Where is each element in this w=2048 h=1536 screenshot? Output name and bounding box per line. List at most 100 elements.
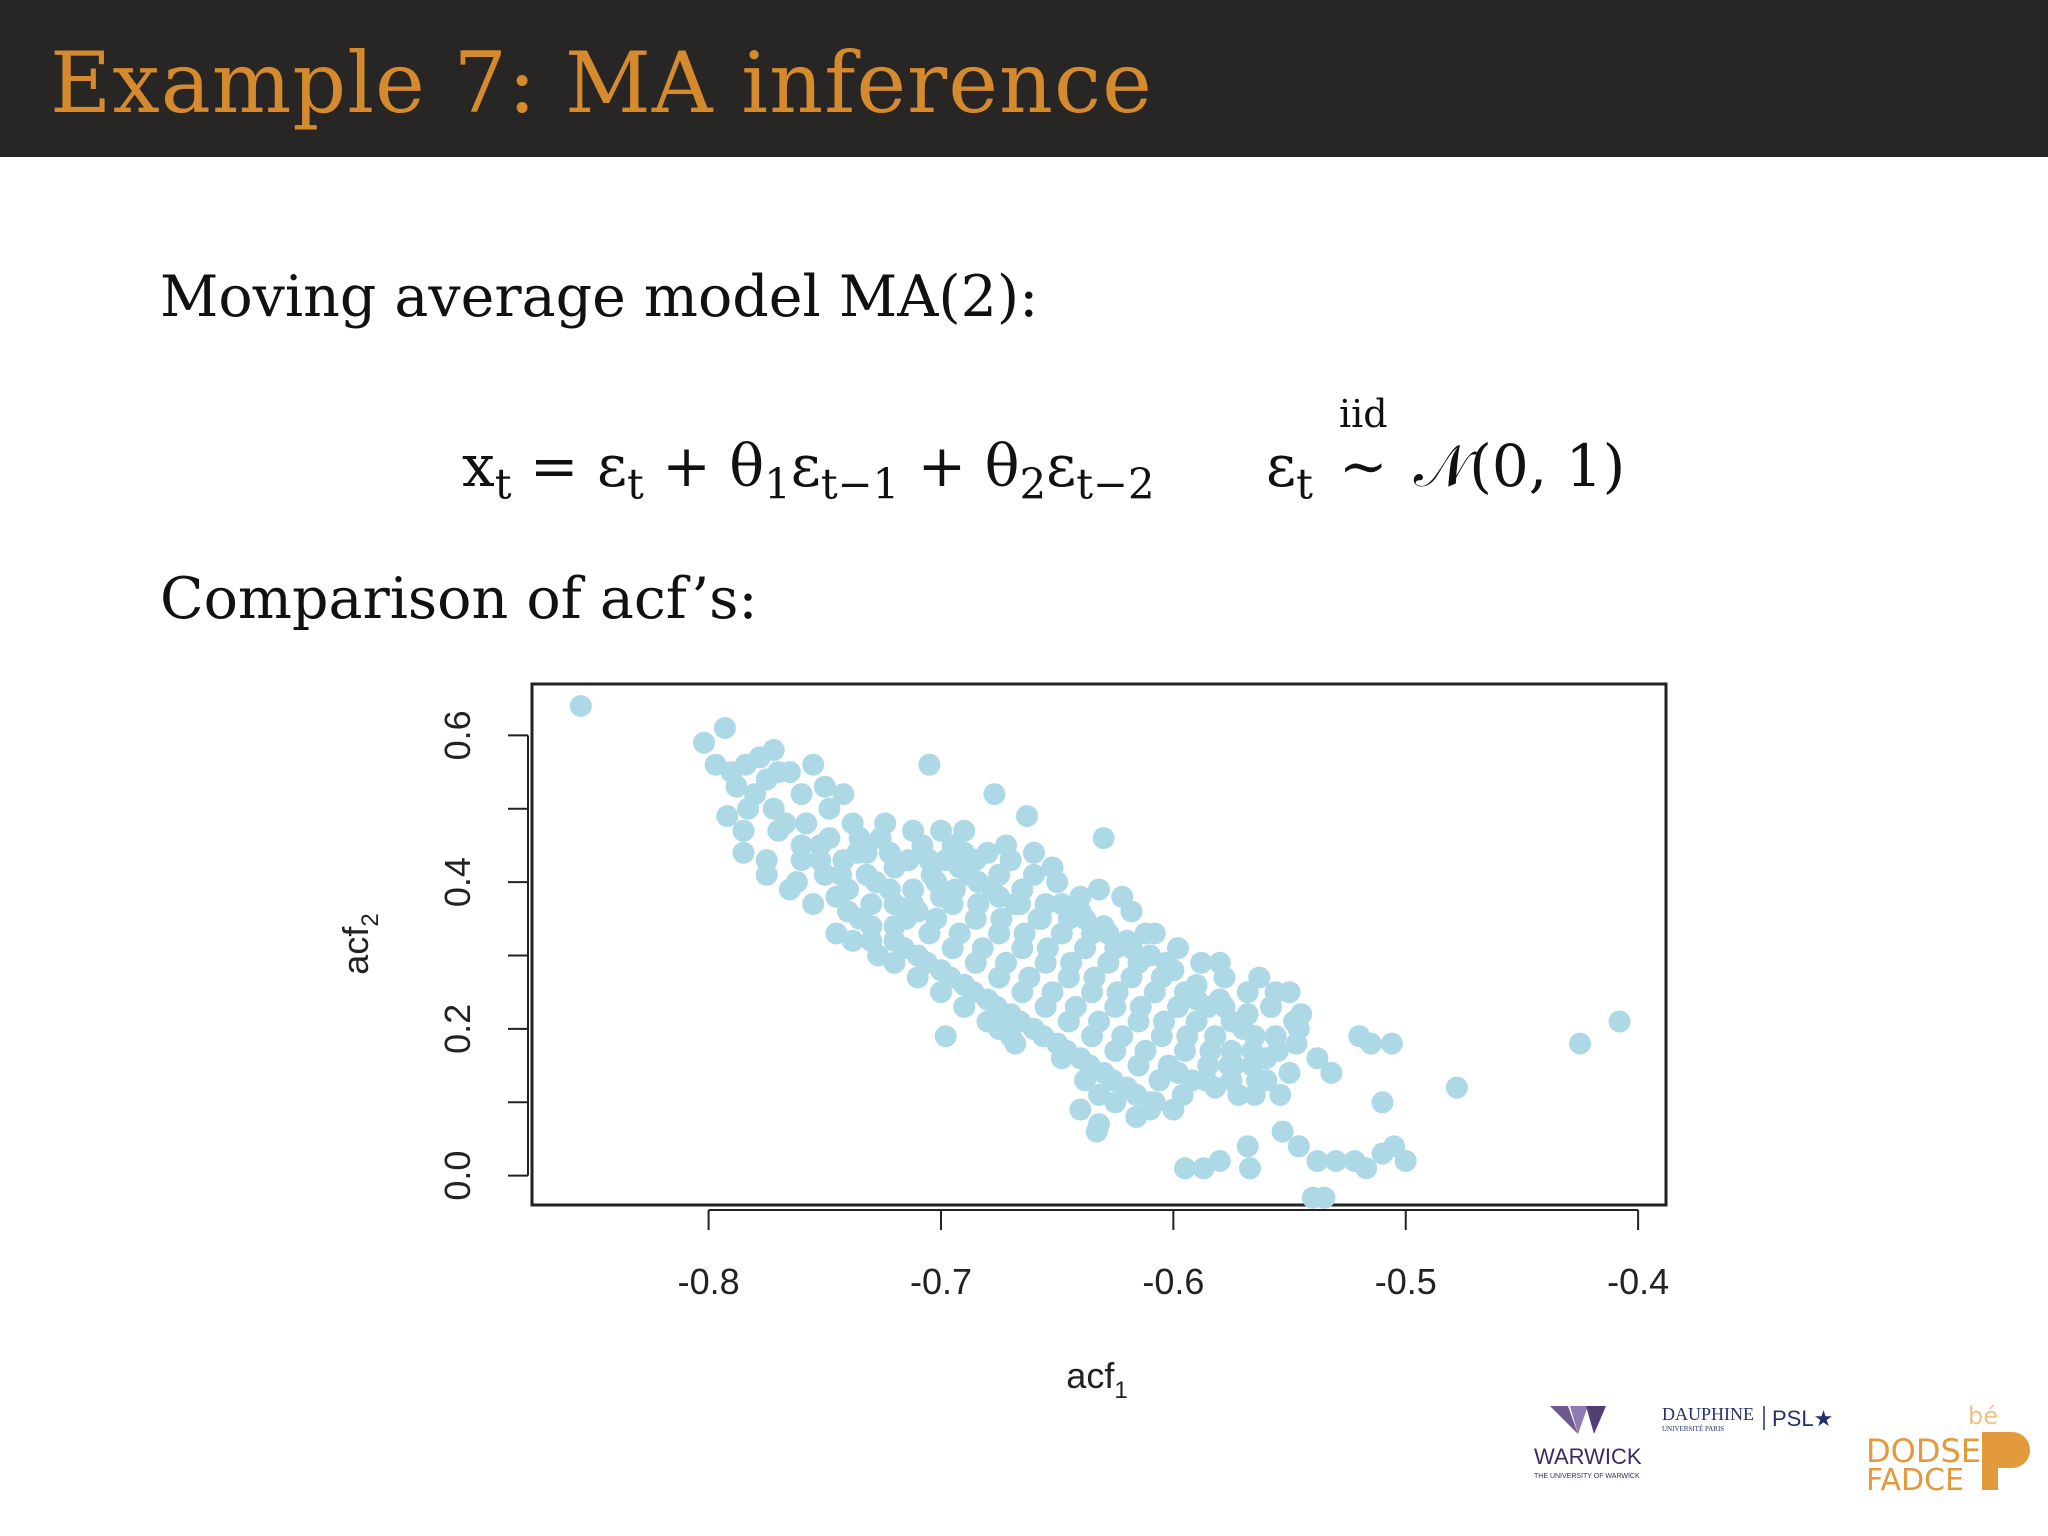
scatter-point-281	[1143, 922, 1166, 945]
scatter-point-12	[832, 783, 855, 806]
scatter-point-238	[1032, 1025, 1055, 1048]
pfarce-p-mark	[1982, 1432, 2030, 1490]
scatter-point-266	[767, 761, 790, 784]
scatter-point-157	[1034, 995, 1057, 1018]
scatter-point-11	[1092, 827, 1115, 850]
eq-term-2: + θ	[643, 432, 765, 500]
scatter-point-261	[755, 863, 778, 886]
scatter-point-221	[1232, 1017, 1255, 1040]
y-tick-label-2: 0.4	[437, 857, 478, 907]
scatter-point-9	[983, 783, 1006, 806]
eq-term-5: ε	[1046, 432, 1077, 500]
scatter-point-21	[934, 1025, 957, 1048]
scatter-point-188	[790, 849, 813, 872]
scatter-point-227	[953, 841, 976, 864]
scatter-point-193	[813, 775, 836, 798]
scatter-point-0	[569, 695, 592, 717]
scatter-point-187	[813, 863, 836, 886]
scatter-point-226	[976, 841, 999, 864]
dauphine-logo: DAUPHINE UNIVERSITÉ PARIS PSL★	[1662, 1404, 1833, 1433]
scatter-point-260	[778, 878, 801, 901]
scatter-point-71	[1022, 841, 1045, 864]
scatter-point-8	[918, 753, 941, 776]
scatter-point-48	[1359, 1032, 1382, 1055]
eq-term-2-sub: 1	[764, 459, 791, 509]
scatter-point-160	[1104, 1039, 1127, 1062]
y-tick-label-0: 0.0	[437, 1151, 478, 1201]
noise-sub: t	[1296, 459, 1313, 509]
scatter-point-228	[930, 885, 952, 908]
plot-frame	[530, 682, 1668, 1207]
scatter-point-33	[1236, 1135, 1259, 1158]
scatter-point-213	[1046, 871, 1069, 894]
scatter-point-201	[1013, 922, 1036, 945]
scatter-point-54	[1248, 966, 1271, 989]
x-tick-label-4: -0.4	[1607, 1261, 1669, 1302]
scatter-point-121	[855, 863, 878, 886]
scatter-point-83	[818, 797, 841, 820]
warwick-logo: WARWICK THE UNIVERSITY OF WARWICK	[1534, 1406, 1642, 1480]
scatter-point-209	[1199, 1039, 1222, 1062]
y-tick-label-1: 0.2	[437, 1004, 478, 1054]
scatter-point-42	[1355, 1157, 1378, 1180]
scatter-point-59	[1320, 1061, 1343, 1084]
psl-name: PSL★	[1772, 1406, 1833, 1431]
scatter-point-248	[1264, 1025, 1287, 1048]
scatter-point-200	[990, 907, 1013, 930]
scatter-point-202	[1036, 937, 1059, 960]
scatter-point-256	[883, 893, 906, 916]
scatter-point-242	[1125, 1083, 1148, 1106]
scatter-point-273	[957, 863, 980, 886]
scatter-point-153	[941, 937, 964, 960]
scatter-point-212	[1269, 1083, 1292, 1106]
scatter-point-56	[1278, 981, 1301, 1004]
eq-term-4: + θ	[899, 432, 1020, 500]
x-axis-label-main: acf	[1066, 1355, 1115, 1396]
scatter-point-268	[818, 827, 841, 850]
scatter-point-239	[1055, 1039, 1078, 1062]
scatter-point-247	[1241, 1039, 1264, 1062]
scatter-point-205	[1106, 981, 1129, 1004]
institution-logos: WARWICK THE UNIVERSITY OF WARWICK DAUPHI…	[1534, 1402, 2030, 1498]
dauphine-subtitle: UNIVERSITÉ PARIS	[1662, 1425, 1724, 1433]
scatter-point-7	[802, 753, 825, 776]
eq-term-1-sub: t	[627, 459, 644, 509]
y-axis-label-sub: 2	[357, 913, 384, 926]
noise-symbol: ε	[1266, 432, 1297, 500]
noise-equation: εt iid ∼ 𝒩(0, 1)	[1266, 392, 1625, 509]
scatter-point-217	[1139, 944, 1162, 967]
scatter-point-275	[1004, 893, 1027, 916]
slide-title: Example 7: MA inference	[50, 34, 1153, 132]
y-axis-label: acf2	[335, 913, 384, 974]
scatter-point-251	[1088, 1113, 1110, 1136]
points-layer	[569, 695, 1631, 1209]
scatter-point-35	[1271, 1120, 1294, 1143]
scatter-point-34	[1239, 1157, 1261, 1180]
x-axis-label: acf1	[1066, 1355, 1127, 1404]
scatter-point-272	[934, 849, 957, 872]
scatter-point-10	[1016, 805, 1038, 828]
scatter-point-255	[1167, 1061, 1189, 1084]
pfarce-bottom-text: FADCE	[1866, 1463, 1964, 1498]
iid-relation: iid ∼	[1331, 392, 1395, 500]
scatter-point-36	[1287, 1135, 1310, 1158]
scatter-point-159	[1081, 1025, 1103, 1048]
scatter-point-189	[767, 819, 790, 842]
scatter-point-161	[1127, 1054, 1150, 1077]
scatter-point-30	[1174, 1157, 1196, 1180]
scatter-point-280	[1120, 937, 1143, 960]
scatter-point-225	[999, 849, 1022, 872]
scatter-point-218	[1162, 959, 1185, 982]
scatter-point-58	[1306, 1047, 1329, 1070]
scatter-point-158	[1057, 1010, 1080, 1033]
scatter-point-253	[1125, 1105, 1148, 1128]
iid-label: iid	[1338, 392, 1388, 436]
scatter-point-236	[985, 995, 1008, 1018]
scatter-point-235	[962, 981, 985, 1004]
scatter-point-40	[1313, 1186, 1336, 1209]
scatter-point-263	[737, 797, 760, 820]
pfarce-mid-text: DODSE	[1866, 1432, 1981, 1470]
scatter-point-230	[883, 915, 906, 938]
scatter-point-279	[1097, 922, 1120, 945]
